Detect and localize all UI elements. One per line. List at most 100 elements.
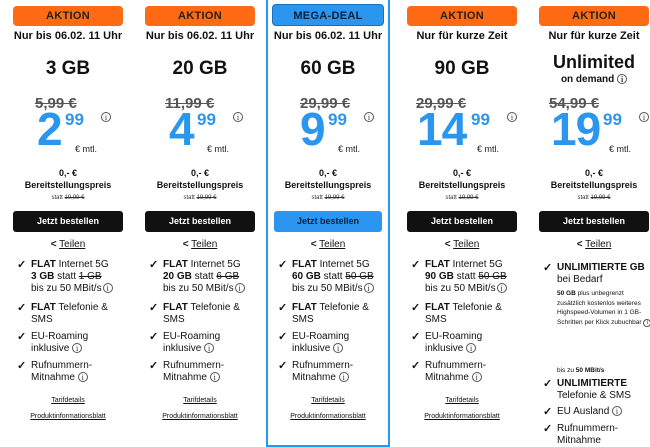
check-icon: ✓: [543, 378, 553, 390]
plan-card-unlimited: AKTION Nur für kurze Zeit Unlimited on d…: [533, 0, 650, 447]
share-link[interactable]: < Teilen: [444, 239, 480, 250]
order-button[interactable]: Jetzt bestellen: [145, 211, 255, 232]
order-button[interactable]: Jetzt bestellen: [274, 211, 382, 232]
feature-porting: ✓ Rufnummern- Mitnahme i: [149, 360, 225, 383]
price-cents: 99: [328, 110, 347, 129]
info-icon[interactable]: i: [639, 112, 649, 122]
data-volume: 90 GB: [434, 58, 490, 79]
info-icon[interactable]: i: [72, 343, 83, 353]
setup-fee-label: Bereitstellungspreis: [24, 180, 112, 190]
info-icon[interactable]: i: [209, 372, 220, 382]
data-volume: 20 GB: [172, 58, 228, 79]
price-euro: 4: [169, 103, 195, 155]
share-icon: <: [444, 239, 451, 250]
price-cents: 99: [65, 110, 84, 129]
share-link[interactable]: < Teilen: [182, 239, 218, 250]
price-unit: € mtl.: [75, 144, 98, 154]
info-icon[interactable]: i: [338, 372, 349, 382]
info-icon[interactable]: i: [617, 74, 628, 84]
check-icon: ✓: [149, 360, 159, 372]
price: 4 99 i € mtl.: [139, 104, 261, 156]
price: 9 99 i € mtl.: [268, 104, 388, 156]
old-price: 29,99 €: [300, 95, 351, 112]
check-icon: ✓: [278, 259, 288, 271]
feature-porting: ✓ Rufnummern- Mitnahme i: [17, 360, 93, 383]
product-info-link[interactable]: Produktinformationsblatt: [30, 413, 106, 420]
info-icon[interactable]: i: [102, 283, 113, 293]
info-icon[interactable]: i: [101, 112, 111, 122]
plan-card-90gb: AKTION Nur für kurze Zeit 90 GB 29,99 € …: [401, 0, 523, 447]
feature-eu-roaming: ✓ EU Ausland i: [543, 406, 650, 418]
check-icon: ✓: [149, 302, 159, 314]
data-volume: 60 GB: [300, 58, 356, 79]
setup-fee-label: Bereitstellungspreis: [156, 180, 244, 190]
info-icon[interactable]: i: [77, 372, 88, 382]
plan-card-3gb: AKTION Nur bis 06.02. 11 Uhr 3 GB 5,99 €…: [7, 0, 129, 447]
share-link[interactable]: < Teilen: [576, 239, 612, 250]
info-icon[interactable]: i: [496, 283, 507, 293]
feature-unlimited-data: ✓ UNLIMITIERTE GB bei Bedarf: [543, 262, 645, 285]
order-button[interactable]: Jetzt bestellen: [407, 211, 517, 232]
old-price: 54,99 €: [549, 95, 600, 112]
plan-card-20gb: AKTION Nur bis 06.02. 11 Uhr 20 GB 11,99…: [139, 0, 261, 447]
volume-subtitle: on demand i: [533, 74, 650, 85]
info-icon[interactable]: i: [364, 112, 374, 122]
tariff-details-link[interactable]: Tarifdetails: [183, 397, 217, 404]
setup-fee-label: Bereitstellungspreis: [550, 180, 638, 190]
check-icon: ✓: [411, 302, 421, 314]
order-button[interactable]: Jetzt bestellen: [13, 211, 123, 232]
check-icon: ✓: [17, 360, 27, 372]
feature-telephony: ✓ FLAT Telefonie & SMS: [411, 302, 502, 325]
promo-badge: AKTION: [539, 6, 649, 26]
info-icon[interactable]: i: [643, 318, 650, 327]
feature-porting: ✓ Rufnummern- Mitnahme i: [411, 360, 487, 383]
tariff-details-link[interactable]: Tarifdetails: [311, 397, 345, 404]
price-cents: 99: [471, 110, 490, 129]
feature-roaming: ✓ EU-Roaming inklusive i: [149, 331, 221, 354]
offer-deadline: Nur für kurze Zeit: [416, 30, 508, 42]
setup-fee-old: statt 19,99 €: [183, 195, 217, 201]
check-icon: ✓: [543, 423, 553, 435]
share-link[interactable]: < Teilen: [310, 239, 346, 250]
info-icon[interactable]: i: [333, 343, 344, 353]
tariff-details-link[interactable]: Tarifdetails: [51, 397, 85, 404]
price-unit: € mtl.: [477, 144, 500, 154]
check-icon: ✓: [543, 406, 553, 418]
check-icon: ✓: [278, 302, 288, 314]
share-icon: <: [310, 239, 317, 250]
price: 2 99 i € mtl.: [7, 104, 129, 156]
check-icon: ✓: [17, 331, 27, 343]
price-euro: 9: [300, 103, 326, 155]
feature-roaming: ✓ EU-Roaming inklusive i: [278, 331, 350, 354]
product-info-link[interactable]: Produktinformationsblatt: [424, 413, 500, 420]
share-link[interactable]: < Teilen: [50, 239, 86, 250]
info-icon[interactable]: i: [471, 372, 482, 382]
data-volume: 3 GB: [45, 58, 91, 79]
order-button[interactable]: Jetzt bestellen: [539, 211, 649, 232]
check-icon: ✓: [278, 331, 288, 343]
info-icon[interactable]: i: [466, 343, 477, 353]
price-unit: € mtl.: [338, 144, 361, 154]
price-euro: 19: [551, 103, 601, 155]
check-icon: ✓: [17, 302, 27, 314]
price-unit: € mtl.: [207, 144, 230, 154]
check-icon: ✓: [543, 262, 553, 274]
price: 19 99 i € mtl.: [533, 104, 650, 156]
info-icon[interactable]: i: [233, 112, 243, 122]
info-icon[interactable]: i: [204, 343, 215, 353]
tariff-details-link[interactable]: Tarifdetails: [445, 397, 479, 404]
check-icon: ✓: [411, 331, 421, 343]
info-icon[interactable]: i: [363, 283, 374, 293]
setup-fee-old: statt 19,99 €: [51, 195, 85, 201]
old-price: 11,99 €: [165, 95, 215, 112]
product-info-link[interactable]: Produktinformationsblatt: [162, 413, 238, 420]
check-icon: ✓: [411, 360, 421, 372]
product-info-link[interactable]: Produktinformationsblatt: [290, 413, 366, 420]
feature-telephony: ✓ UNLIMITIERTE Telefonie & SMS: [543, 378, 631, 401]
offer-deadline: Nur bis 06.02. 11 Uhr: [145, 30, 255, 42]
info-icon[interactable]: i: [234, 283, 245, 293]
info-icon[interactable]: i: [612, 406, 623, 416]
setup-fee-value: 0,- €: [58, 168, 77, 178]
info-icon[interactable]: i: [507, 112, 517, 122]
setup-fee-label: Bereitstellungspreis: [418, 180, 506, 190]
